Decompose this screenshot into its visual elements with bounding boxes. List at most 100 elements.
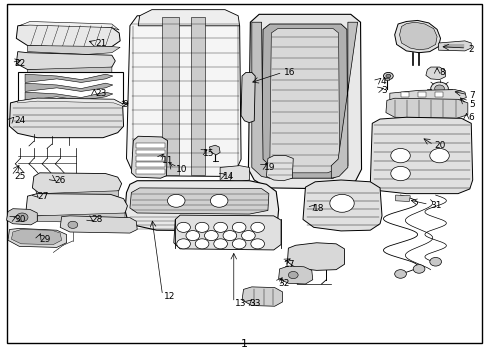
Circle shape [68,221,78,228]
Circle shape [430,82,447,95]
Circle shape [167,194,184,207]
Polygon shape [136,143,164,148]
Polygon shape [25,83,113,91]
Polygon shape [16,51,115,71]
Text: 7: 7 [468,91,473,100]
Text: 32: 32 [278,279,289,288]
Polygon shape [32,173,122,195]
Circle shape [223,230,236,240]
Polygon shape [40,191,119,200]
Circle shape [210,194,227,207]
Text: 30: 30 [14,215,25,224]
Polygon shape [18,98,123,107]
Polygon shape [417,93,426,97]
Polygon shape [190,17,205,175]
Text: 31: 31 [429,201,440,210]
Polygon shape [269,29,339,173]
Polygon shape [251,22,269,178]
Polygon shape [27,67,112,77]
Polygon shape [395,195,409,202]
Circle shape [429,148,448,163]
Circle shape [195,239,208,249]
Text: 6: 6 [468,113,473,122]
Text: 19: 19 [264,163,275,172]
Polygon shape [400,93,408,97]
Polygon shape [9,98,123,138]
Text: 15: 15 [203,149,214,158]
Polygon shape [385,98,467,118]
Polygon shape [136,149,164,154]
Polygon shape [131,136,167,178]
Polygon shape [126,16,241,176]
Text: 9: 9 [122,100,128,109]
Polygon shape [138,10,239,26]
Circle shape [176,222,190,232]
Polygon shape [425,67,445,80]
Polygon shape [136,162,164,167]
Polygon shape [8,228,66,247]
Polygon shape [266,156,293,181]
Polygon shape [136,169,164,174]
Polygon shape [37,213,125,223]
Polygon shape [287,243,344,270]
Text: 13: 13 [234,299,246,308]
Text: 12: 12 [163,292,175,301]
Circle shape [250,239,264,249]
Circle shape [241,230,255,240]
Circle shape [385,74,390,78]
Text: 24: 24 [14,116,25,125]
Polygon shape [18,72,122,103]
Circle shape [213,239,227,249]
Circle shape [329,194,353,212]
Polygon shape [330,22,357,178]
Text: 23: 23 [96,89,107,98]
Circle shape [16,213,28,222]
Text: 20: 20 [434,141,445,150]
Polygon shape [161,17,178,175]
Polygon shape [60,216,137,233]
Polygon shape [384,78,388,80]
Polygon shape [16,24,120,48]
Text: 10: 10 [176,165,187,174]
Text: 14: 14 [222,172,233,181]
Circle shape [412,265,424,273]
Text: 5: 5 [468,100,473,109]
Polygon shape [278,266,312,284]
Polygon shape [220,166,249,182]
Polygon shape [27,45,120,54]
Circle shape [232,222,245,232]
Polygon shape [241,72,255,123]
Text: 22: 22 [14,59,25,68]
Text: 2: 2 [468,45,473,54]
Polygon shape [25,92,113,100]
Circle shape [390,148,409,163]
Circle shape [176,239,190,249]
Polygon shape [26,194,127,218]
Text: 4: 4 [380,77,386,86]
Text: 8: 8 [439,68,445,77]
Polygon shape [209,145,220,155]
Circle shape [232,239,245,249]
Text: 33: 33 [249,299,260,308]
Polygon shape [394,21,440,53]
Polygon shape [136,156,164,161]
Text: 25: 25 [14,172,25,181]
Polygon shape [438,41,470,51]
Text: 3: 3 [380,86,386,95]
Circle shape [434,85,444,92]
Polygon shape [399,22,436,50]
Text: 11: 11 [161,156,173,165]
Text: 18: 18 [312,204,324,213]
Text: 27: 27 [37,192,48,201]
Polygon shape [130,188,268,214]
Text: 16: 16 [283,68,294,77]
Polygon shape [125,181,278,231]
Polygon shape [19,22,119,30]
Circle shape [390,166,409,181]
Polygon shape [173,215,281,250]
Text: 29: 29 [40,235,51,244]
Circle shape [213,222,227,232]
Polygon shape [25,74,113,82]
Polygon shape [434,93,443,97]
Polygon shape [248,14,361,189]
